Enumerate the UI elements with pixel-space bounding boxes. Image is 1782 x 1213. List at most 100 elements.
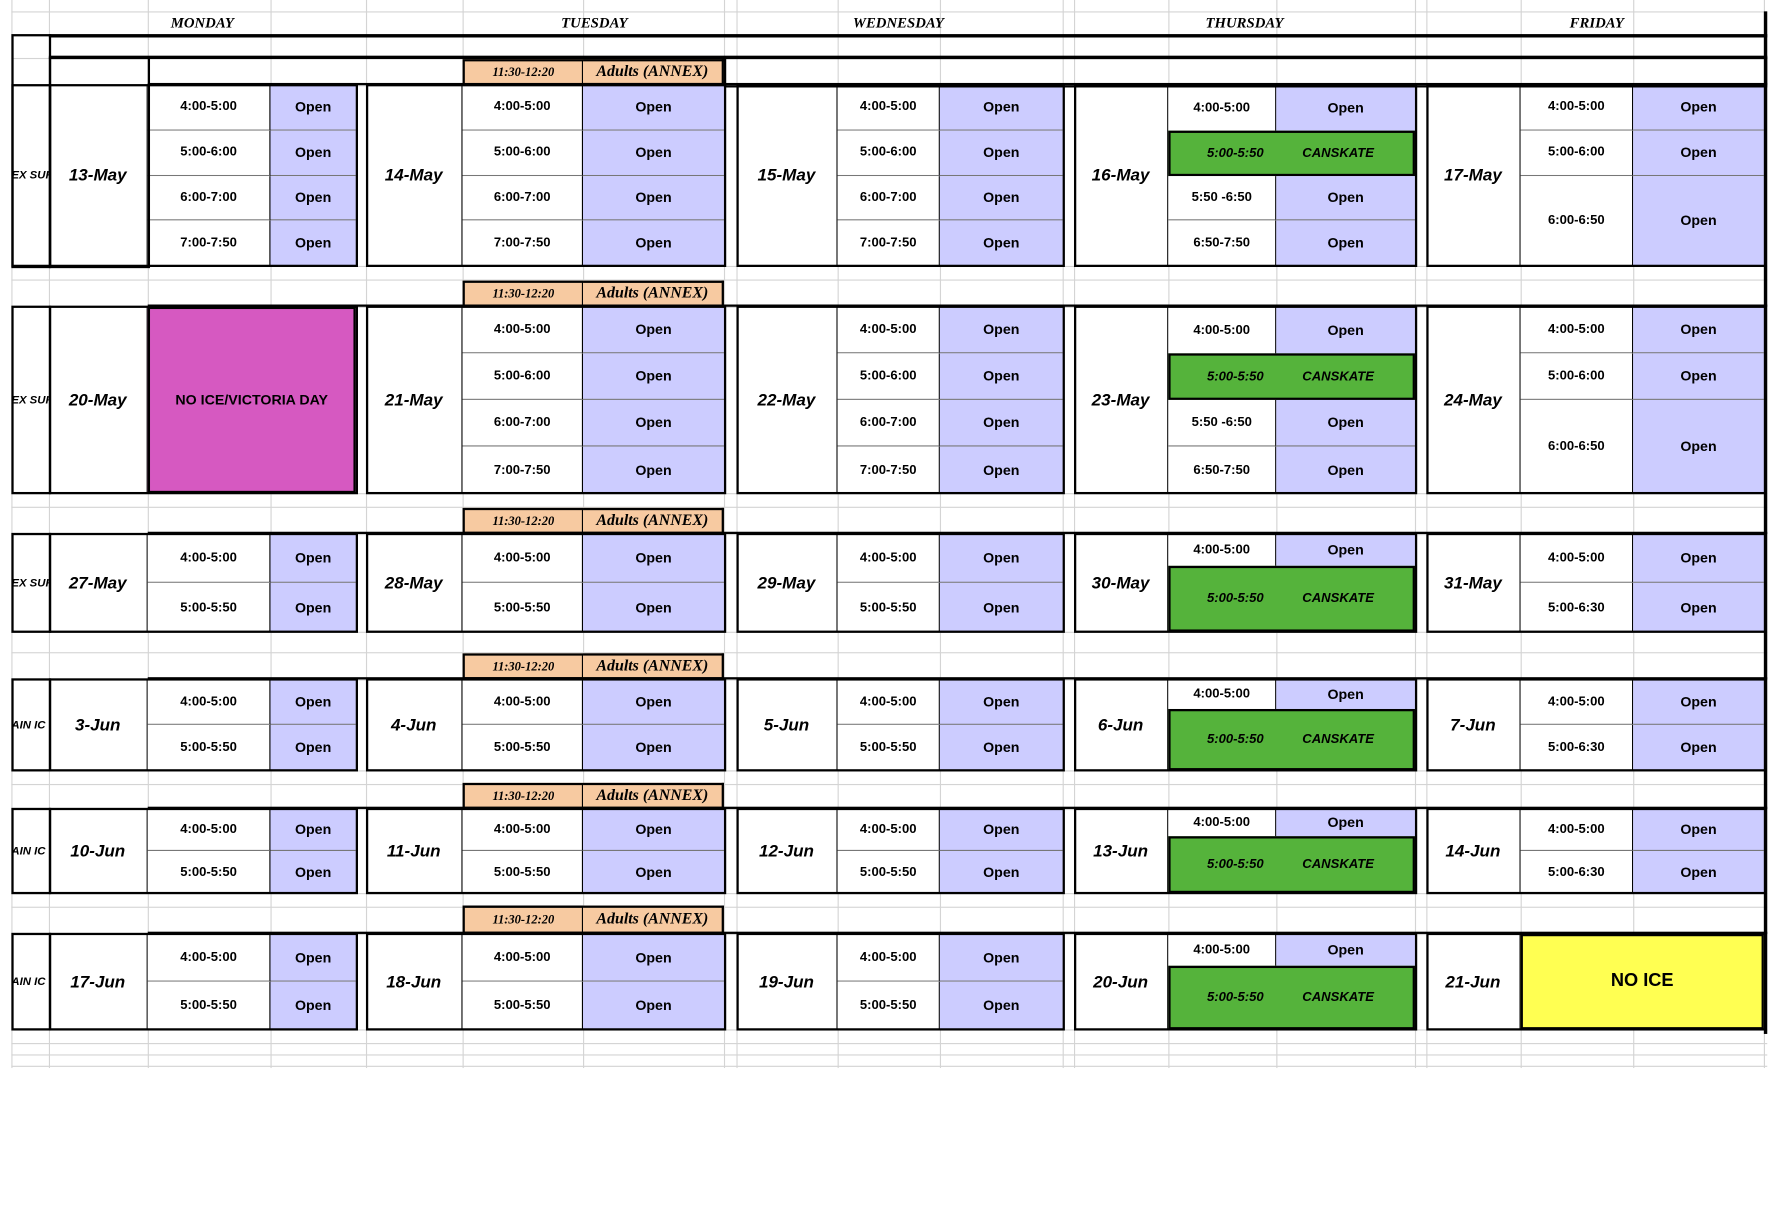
week-1-thursday-slot-4-status: Open: [1276, 220, 1415, 266]
week-3-friday-date: 31-May: [1426, 534, 1521, 632]
week-6-wednesday-date: 19-Jun: [736, 933, 838, 1030]
week-1-monday-date: 13-May: [48, 85, 148, 266]
week-2-friday-date: 24-May: [1426, 306, 1521, 494]
week-4-wednesday-date: 5-Jun: [736, 679, 838, 771]
day-header-friday: FRIDAY: [1569, 13, 1624, 31]
week-1-tuesday-slot-2-status: Open: [583, 130, 724, 176]
week-5-friday-slot-2-time: 5:00-6:30: [1520, 851, 1634, 894]
week-3-adults-time: 11:30-12:20: [462, 507, 584, 535]
week-1-thursday-date: 16-May: [1073, 85, 1169, 266]
week-1-thursday-canskate-cell: 5:00-5:50 CANSKATE: [1168, 130, 1415, 176]
week-3-monday-slot-1-time: 4:00-5:00: [147, 534, 271, 583]
week-4-tuesday-slot-1-status: Open: [583, 679, 724, 725]
week-2-tuesday-slot-2-status: Open: [583, 353, 724, 400]
week-2-top-rule: [147, 304, 1768, 307]
week-3-wednesday-slot-1-status: Open: [939, 534, 1063, 583]
week-1-thursday-slot-3-time: 5:50 -6:50: [1168, 175, 1277, 221]
week-6-adults-name: Adults (ANNEX): [583, 905, 724, 934]
week-1-friday-slot-3-time: 6:00-6:50: [1520, 175, 1634, 266]
week-6-top-rule: [147, 931, 1768, 934]
week-6-wednesday-slot-2-status: Open: [939, 981, 1063, 1030]
week-4-thursday-canskate-cell: 5:00-5:50 CANSKATE: [1168, 708, 1415, 771]
week-3-side-label: EX SUR: [11, 576, 49, 590]
week-2-tuesday-slot-3-time: 6:00-7:00: [462, 399, 584, 447]
week-6-monday-date: 17-Jun: [48, 933, 148, 1030]
week-6-tuesday-slot-1-status: Open: [583, 933, 724, 982]
week-1-wednesday-slot-2-time: 5:00-6:00: [837, 130, 940, 176]
week-2-friday-slot-3-status: Open: [1633, 399, 1764, 494]
week-5-top-rule: [147, 806, 1768, 809]
week-2-thursday-slot-4-time: 6:50-7:50: [1168, 446, 1277, 494]
week-4-tuesday-slot-1-time: 4:00-5:00: [462, 679, 584, 725]
week-3-tuesday-slot-2-status: Open: [583, 582, 724, 632]
week-3-tuesday-slot-2-time: 5:00-5:50: [462, 582, 584, 632]
week-2-tuesday-slot-3-status: Open: [583, 399, 724, 447]
week-1-tuesday-slot-3-status: Open: [583, 175, 724, 221]
week-5-thursday-slot-1-time: 4:00-5:00: [1168, 808, 1277, 837]
week-1-tuesday-date: 14-May: [365, 85, 463, 266]
week-3-monday-slot-1-status: Open: [270, 534, 356, 583]
week-1-tuesday-slot-3-time: 6:00-7:00: [462, 175, 584, 221]
week-2-thursday-slot-3-time: 5:50 -6:50: [1168, 399, 1277, 447]
week-6-monday-slot-2-status: Open: [270, 981, 356, 1030]
week-6-thursday-slot-1-time: 4:00-5:00: [1168, 933, 1277, 966]
week-4-thursday-canskate-time: 5:00-5:50: [1206, 732, 1264, 747]
week-4-friday-slot-2-time: 5:00-6:30: [1520, 724, 1634, 771]
week-4-monday-slot-2-time: 5:00-5:50: [147, 724, 271, 771]
week-2-wednesday-slot-2-time: 5:00-6:00: [837, 353, 940, 400]
week-2-wednesday-slot-4-time: 7:00-7:50: [837, 446, 940, 494]
week-3-thursday-canskate-cell: 5:00-5:50 CANSKATE: [1168, 565, 1415, 632]
week-5-thursday-canskate-label: CANSKATE: [1302, 857, 1374, 872]
week-4-thursday-date: 6-Jun: [1073, 679, 1169, 771]
week-2-wednesday-slot-3-status: Open: [939, 399, 1063, 447]
week-5-tuesday-slot-2-status: Open: [583, 851, 724, 894]
week-5-wednesday-date: 12-Jun: [736, 808, 838, 894]
week-1-monday-slot-1-time: 4:00-5:00: [147, 85, 271, 131]
week-6-thursday-canskate-label: CANSKATE: [1302, 990, 1374, 1005]
week-4-thursday-canskate-label: CANSKATE: [1302, 732, 1374, 747]
week-4-tuesday-slot-2-status: Open: [583, 724, 724, 771]
week-1-wednesday-slot-2-status: Open: [939, 130, 1063, 176]
week-3-monday-date: 27-May: [48, 534, 148, 632]
week-1-monday-slot-4-time: 7:00-7:50: [147, 220, 271, 266]
week-3-friday-slot-2-status: Open: [1633, 582, 1764, 632]
week-1-wednesday-slot-1-status: Open: [939, 85, 1063, 131]
week-1-friday-slot-1-status: Open: [1633, 85, 1764, 131]
week-4-adults-name: Adults (ANNEX): [583, 653, 724, 680]
week-6-wednesday-slot-1-status: Open: [939, 933, 1063, 982]
week-1-monday-slot-2-status: Open: [270, 130, 356, 176]
week-2-thursday-slot-1-status: Open: [1276, 306, 1415, 354]
week-3-thursday-canskate-label: CANSKATE: [1302, 591, 1374, 606]
week-5-friday-date: 14-Jun: [1426, 808, 1521, 894]
week-3-friday-slot-2-time: 5:00-6:30: [1520, 582, 1634, 632]
week-2-thursday-canskate-label: CANSKATE: [1302, 369, 1374, 384]
week-2-side-label: EX SUR: [11, 393, 49, 407]
week-3-thursday-canskate-time: 5:00-5:50: [1206, 591, 1264, 606]
week-3-friday-slot-1-status: Open: [1633, 534, 1764, 583]
day-header-monday: MONDAY: [170, 13, 234, 31]
week-4-monday-slot-2-status: Open: [270, 724, 356, 771]
week-1-thursday-slot-3-status: Open: [1276, 175, 1415, 221]
header-rule-2: [48, 55, 1768, 59]
week-2-thursday-slot-3-status: Open: [1276, 399, 1415, 447]
week-2-wednesday-slot-1-status: Open: [939, 306, 1063, 354]
week-2-tuesday-slot-4-time: 7:00-7:50: [462, 446, 584, 494]
week-6-tuesday-slot-2-time: 5:00-5:50: [462, 981, 584, 1030]
week-1-monday-slot-2-time: 5:00-6:00: [147, 130, 271, 176]
week-1-thursday-slot-4-time: 6:50-7:50: [1168, 220, 1277, 266]
week-3-tuesday-slot-1-time: 4:00-5:00: [462, 534, 584, 583]
week-6-adults-time: 11:30-12:20: [462, 905, 584, 934]
week-1-friday-slot-3-status: Open: [1633, 175, 1764, 266]
week-5-tuesday-slot-1-time: 4:00-5:00: [462, 808, 584, 852]
week-1-friday-date: 17-May: [1426, 85, 1521, 266]
week-5-wednesday-slot-1-status: Open: [939, 808, 1063, 852]
week-2-friday-slot-2-time: 5:00-6:00: [1520, 353, 1634, 400]
week-5-wednesday-slot-1-time: 4:00-5:00: [837, 808, 940, 852]
week-1-monday-slot-4-status: Open: [270, 220, 356, 266]
week-1-friday-slot-1-time: 4:00-5:00: [1520, 85, 1634, 131]
week-5-friday-slot-1-time: 4:00-5:00: [1520, 808, 1634, 852]
week-5-monday-slot-1-status: Open: [270, 808, 356, 852]
week-6-thursday-slot-1-status: Open: [1276, 933, 1415, 966]
week-2-tuesday-slot-2-time: 5:00-6:00: [462, 353, 584, 400]
